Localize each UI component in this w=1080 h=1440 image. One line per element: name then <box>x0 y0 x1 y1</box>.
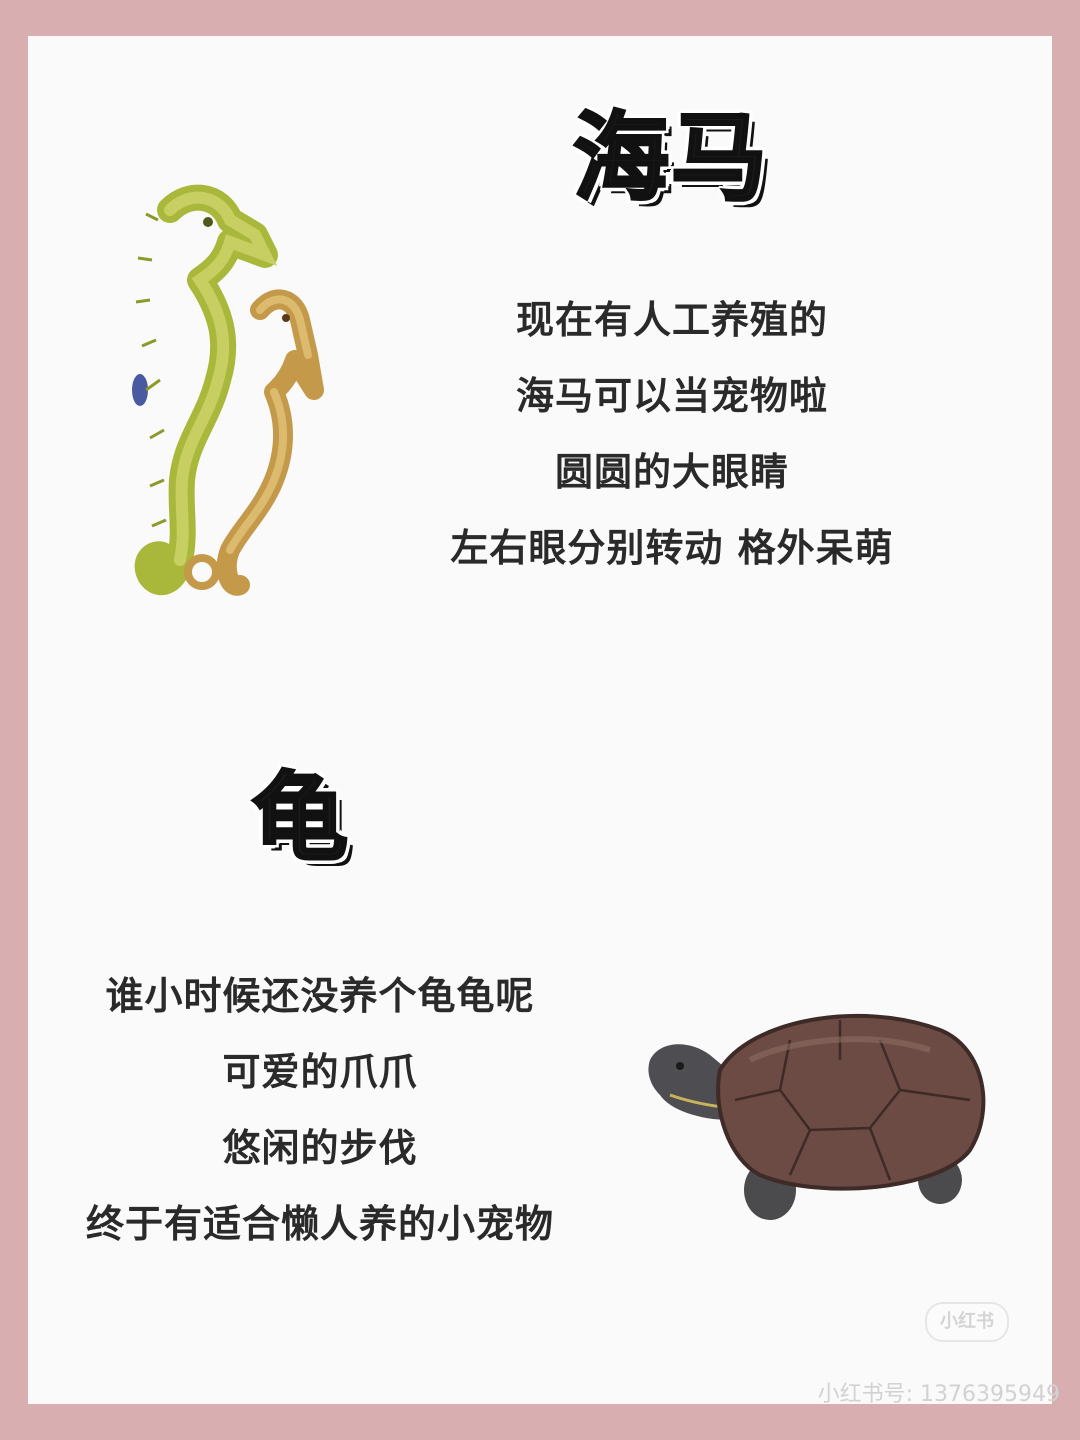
xiaohongshu-logo: 小红书 <box>925 1302 1009 1342</box>
turtle-title: 龟 <box>251 762 350 874</box>
seahorse-title: 海马 <box>572 102 769 214</box>
turtle-line: 悠闲的步伐 <box>222 1126 418 1170</box>
watermark-user-id: 小红书号: 1376395949 <box>817 1382 1060 1407</box>
seahorse-line: 海马可以当宠物啦 <box>515 374 828 418</box>
turtle-line: 谁小时候还没养个龟龟呢 <box>105 974 535 1018</box>
seahorse-image <box>132 184 324 596</box>
turtle-line: 终于有适合懒人养的小宠物 <box>85 1202 554 1246</box>
seahorse-line: 圆圆的大眼睛 <box>554 450 789 494</box>
turtle-description: 谁小时候还没养个龟龟呢 可爱的爪爪 悠闲的步伐 终于有适合懒人养的小宠物 <box>20 958 620 1262</box>
seahorse-line: 左右眼分别转动 格外呆萌 <box>450 526 894 570</box>
turtle-line: 可爱的爪爪 <box>222 1050 418 1094</box>
seahorse-description: 现在有人工养殖的 海马可以当宠物啦 圆圆的大眼睛 左右眼分别转动 格外呆萌 <box>372 282 972 586</box>
seahorse-line: 现在有人工养殖的 <box>515 298 828 342</box>
turtle-image <box>648 1013 986 1220</box>
